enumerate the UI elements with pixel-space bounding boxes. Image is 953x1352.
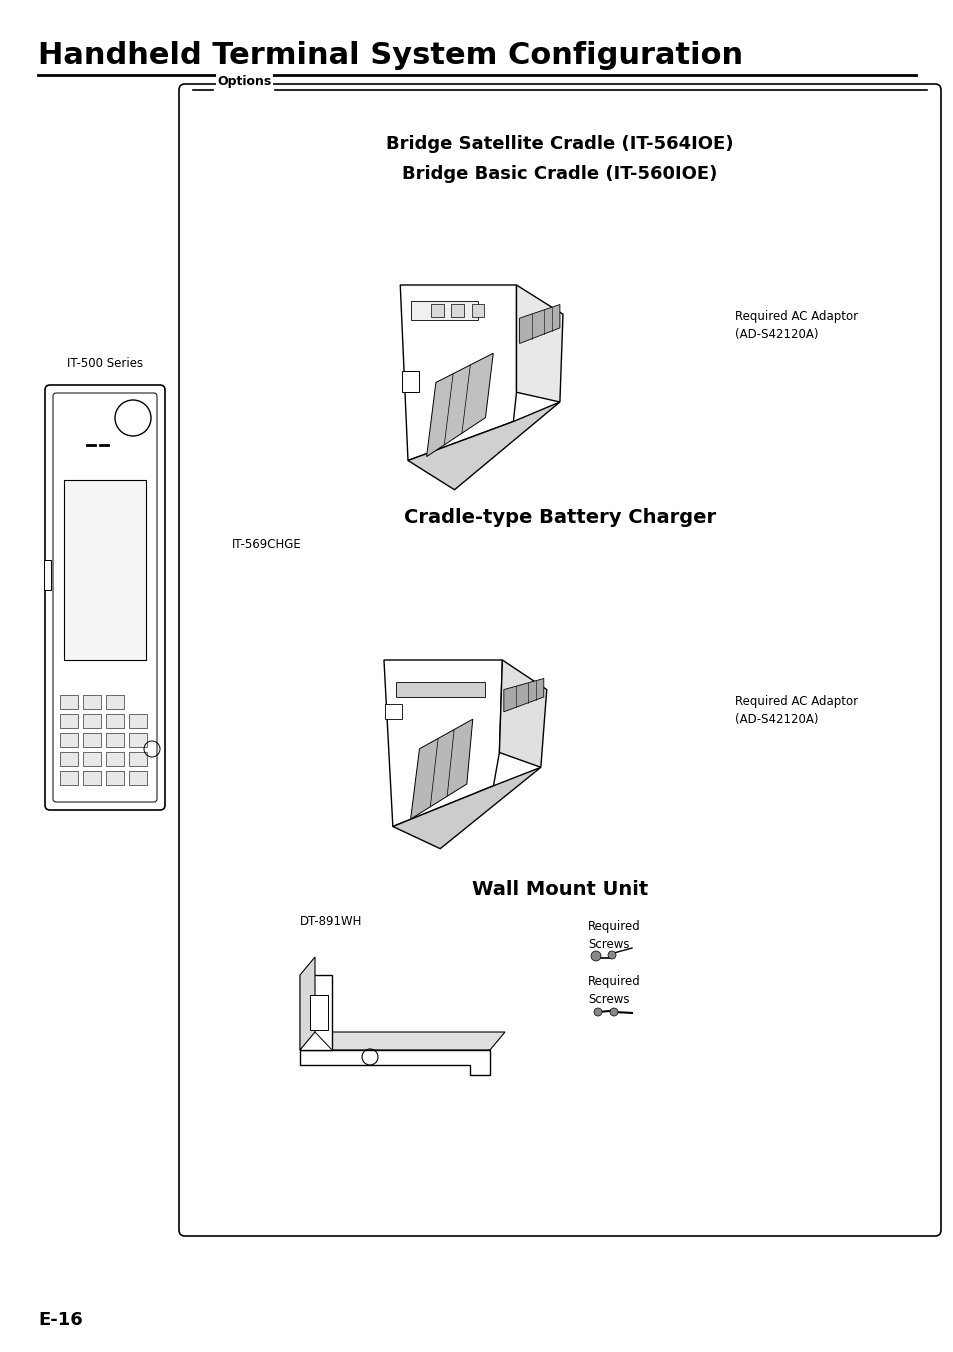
Bar xyxy=(83,752,101,767)
Circle shape xyxy=(609,1009,618,1015)
Polygon shape xyxy=(401,370,418,392)
Text: E-16: E-16 xyxy=(38,1311,83,1329)
Bar xyxy=(106,695,124,708)
Polygon shape xyxy=(395,683,484,698)
Polygon shape xyxy=(385,704,401,719)
Polygon shape xyxy=(516,285,562,402)
Text: IT-569CHGE: IT-569CHGE xyxy=(232,538,301,552)
Polygon shape xyxy=(426,353,493,457)
Polygon shape xyxy=(299,975,332,1051)
Bar xyxy=(129,714,147,727)
Bar xyxy=(129,752,147,767)
Text: Wall Mount Unit: Wall Mount Unit xyxy=(472,880,647,899)
Bar xyxy=(60,771,78,786)
Polygon shape xyxy=(393,768,540,849)
Text: DT-891WH: DT-891WH xyxy=(299,915,362,927)
Text: Bridge Satellite Cradle (IT-564IOE): Bridge Satellite Cradle (IT-564IOE) xyxy=(386,135,733,153)
Circle shape xyxy=(594,1009,601,1015)
FancyBboxPatch shape xyxy=(179,84,940,1236)
Bar xyxy=(83,733,101,748)
Polygon shape xyxy=(471,304,483,318)
Polygon shape xyxy=(519,304,559,343)
Text: (AD-S42120A): (AD-S42120A) xyxy=(734,713,818,726)
Bar xyxy=(106,752,124,767)
Polygon shape xyxy=(451,304,463,318)
Polygon shape xyxy=(383,660,502,826)
Bar xyxy=(106,714,124,727)
Text: Required AC Adaptor: Required AC Adaptor xyxy=(734,310,858,323)
Polygon shape xyxy=(408,402,559,489)
Bar xyxy=(60,695,78,708)
FancyBboxPatch shape xyxy=(53,393,157,802)
Polygon shape xyxy=(299,1032,504,1051)
Text: Options: Options xyxy=(216,74,271,88)
Bar xyxy=(60,752,78,767)
Bar xyxy=(83,695,101,708)
Polygon shape xyxy=(431,304,443,318)
FancyBboxPatch shape xyxy=(45,385,165,810)
Bar xyxy=(129,771,147,786)
Text: Cradle-type Battery Charger: Cradle-type Battery Charger xyxy=(403,508,716,527)
Polygon shape xyxy=(503,679,543,711)
Text: (AD-S42120A): (AD-S42120A) xyxy=(734,329,818,341)
Bar xyxy=(64,480,146,660)
Text: Screws: Screws xyxy=(587,938,629,950)
Polygon shape xyxy=(498,660,546,768)
Bar xyxy=(44,560,51,589)
Bar xyxy=(129,733,147,748)
Polygon shape xyxy=(411,300,477,320)
Circle shape xyxy=(607,950,616,959)
Bar xyxy=(106,771,124,786)
Bar xyxy=(60,733,78,748)
Polygon shape xyxy=(310,995,328,1030)
Circle shape xyxy=(590,950,600,961)
Text: Bridge Basic Cradle (IT-560IOE): Bridge Basic Cradle (IT-560IOE) xyxy=(402,165,717,183)
Bar xyxy=(83,771,101,786)
Text: Handheld Terminal System Configuration: Handheld Terminal System Configuration xyxy=(38,41,742,69)
Polygon shape xyxy=(410,719,473,819)
Text: Screws: Screws xyxy=(587,992,629,1006)
Polygon shape xyxy=(299,1051,490,1075)
Polygon shape xyxy=(299,957,314,1051)
Text: Required: Required xyxy=(587,919,640,933)
Bar xyxy=(106,733,124,748)
Polygon shape xyxy=(400,285,516,461)
Bar xyxy=(60,714,78,727)
Text: Required: Required xyxy=(587,975,640,988)
Text: IT-500 Series: IT-500 Series xyxy=(67,357,143,370)
Bar xyxy=(83,714,101,727)
Text: Required AC Adaptor: Required AC Adaptor xyxy=(734,695,858,708)
